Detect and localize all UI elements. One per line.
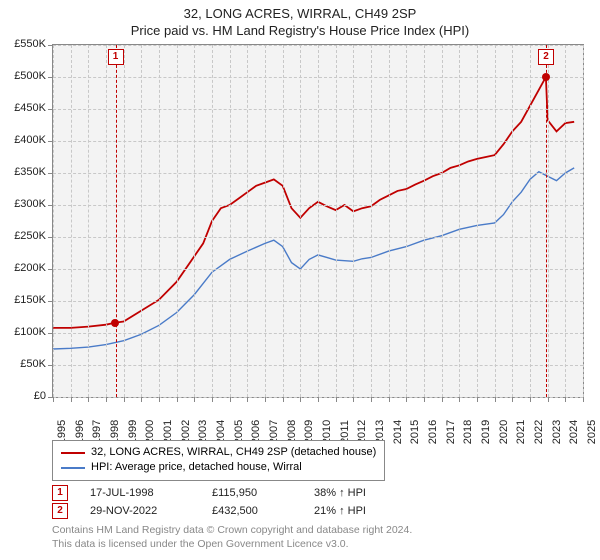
event-hpi-2: 21% ↑ HPI — [314, 505, 394, 517]
x-tick-label: 2016 — [427, 420, 439, 444]
event-hpi-1: 38% ↑ HPI — [314, 487, 394, 499]
x-tick-label: 2019 — [480, 420, 492, 444]
y-tick-label: £100K — [14, 326, 46, 338]
x-tick-label: 2025 — [586, 420, 598, 444]
y-tick-label: £300K — [14, 198, 46, 210]
event-row-1: 1 17-JUL-1998 £115,950 38% ↑ HPI — [52, 484, 394, 502]
y-tick-label: £500K — [14, 70, 46, 82]
title-address: 32, LONG ACRES, WIRRAL, CH49 2SP — [0, 6, 600, 23]
y-tick-label: £550K — [14, 38, 46, 50]
legend-swatch-1 — [61, 452, 85, 454]
legend-swatch-2 — [61, 467, 85, 469]
x-tick-label: 2020 — [498, 420, 510, 444]
event-date-2: 29-NOV-2022 — [90, 505, 190, 517]
event-line — [116, 45, 117, 397]
y-tick-label: £150K — [14, 294, 46, 306]
footer-line-2: This data is licensed under the Open Gov… — [52, 538, 412, 552]
series-line — [53, 168, 574, 349]
legend: 32, LONG ACRES, WIRRAL, CH49 2SP (detach… — [52, 440, 385, 481]
plot-area: 12 — [52, 44, 584, 398]
y-tick-label: £250K — [14, 230, 46, 242]
x-axis-labels: 1995199619971998199920002001200220032004… — [52, 398, 582, 446]
event-marker-1: 1 — [52, 485, 68, 501]
title-block: 32, LONG ACRES, WIRRAL, CH49 2SP Price p… — [0, 0, 600, 40]
event-price-2: £432,500 — [212, 505, 292, 517]
footer-line-1: Contains HM Land Registry data © Crown c… — [52, 524, 412, 538]
footer: Contains HM Land Registry data © Crown c… — [52, 524, 412, 551]
title-subtitle: Price paid vs. HM Land Registry's House … — [0, 23, 600, 40]
y-tick-label: £450K — [14, 102, 46, 114]
event-dot — [542, 73, 550, 81]
event-row-2: 2 29-NOV-2022 £432,500 21% ↑ HPI — [52, 502, 394, 520]
event-box: 2 — [538, 49, 554, 65]
legend-row-2: HPI: Average price, detached house, Wirr… — [61, 460, 376, 475]
x-tick-label: 2022 — [533, 420, 545, 444]
x-tick-label: 2015 — [409, 420, 421, 444]
chart-container: 32, LONG ACRES, WIRRAL, CH49 2SP Price p… — [0, 0, 600, 560]
event-box: 1 — [108, 49, 124, 65]
x-tick-label: 2014 — [392, 420, 404, 444]
x-tick-label: 2018 — [462, 420, 474, 444]
event-price-1: £115,950 — [212, 487, 292, 499]
event-marker-2: 2 — [52, 503, 68, 519]
y-axis-labels: £0£50K£100K£150K£200K£250K£300K£350K£400… — [0, 44, 50, 396]
legend-row-1: 32, LONG ACRES, WIRRAL, CH49 2SP (detach… — [61, 445, 376, 460]
x-tick-label: 2017 — [445, 420, 457, 444]
y-tick-label: £350K — [14, 166, 46, 178]
event-table: 1 17-JUL-1998 £115,950 38% ↑ HPI 2 29-NO… — [52, 484, 394, 520]
x-tick-label: 2023 — [551, 420, 563, 444]
x-tick-label: 2024 — [568, 420, 580, 444]
series-line — [53, 77, 574, 328]
y-tick-label: £0 — [34, 390, 46, 402]
legend-label-2: HPI: Average price, detached house, Wirr… — [91, 460, 302, 475]
legend-label-1: 32, LONG ACRES, WIRRAL, CH49 2SP (detach… — [91, 445, 376, 460]
event-dot — [111, 319, 119, 327]
y-tick-label: £200K — [14, 262, 46, 274]
y-tick-label: £400K — [14, 134, 46, 146]
event-line — [546, 45, 547, 397]
y-tick-label: £50K — [20, 358, 46, 370]
event-date-1: 17-JUL-1998 — [90, 487, 190, 499]
x-tick-label: 2021 — [515, 420, 527, 444]
